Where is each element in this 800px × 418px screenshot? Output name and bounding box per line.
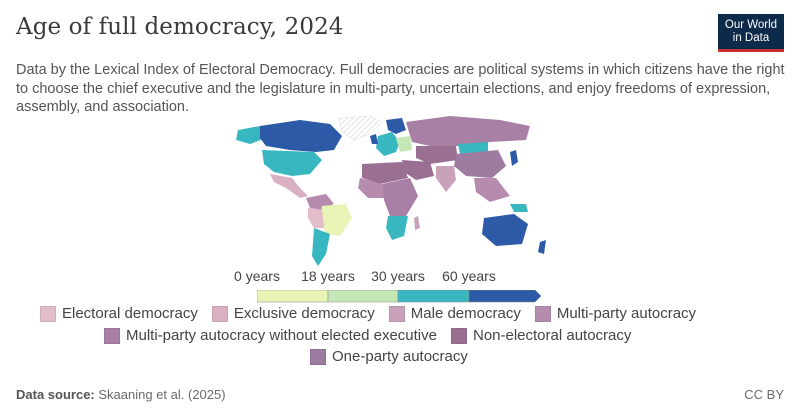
- category-label: One-party autocracy: [332, 348, 468, 365]
- category-label: Multi-party autocracy: [556, 305, 697, 322]
- chart-subtitle: Data by the Lexical Index of Electoral D…: [16, 62, 785, 115]
- category-swatch: [310, 348, 326, 365]
- category-label: Male democracy: [410, 305, 521, 322]
- north-africa-region[interactable]: [362, 162, 408, 184]
- png-region[interactable]: [510, 204, 528, 212]
- legend-tick-2: 30 years: [371, 268, 425, 284]
- category-label: Exclusive democracy: [233, 305, 375, 322]
- madagascar-region[interactable]: [414, 216, 420, 230]
- category-item-multi-party-autocracy[interactable]: Multi-party autocracy: [534, 305, 697, 322]
- category-swatch: [388, 305, 405, 322]
- category-item-exclusive-democracy[interactable]: Exclusive democracy: [211, 305, 375, 322]
- category-item-multi-party-autocracy-no-executive[interactable]: Multi-party autocracy without elected ex…: [104, 327, 437, 344]
- australia-region[interactable]: [482, 214, 528, 246]
- southern-africa-region[interactable]: [386, 216, 408, 240]
- category-row-2: Multi-party autocracy without elected ex…: [104, 327, 645, 344]
- new-zealand-region[interactable]: [538, 240, 546, 254]
- data-source-label: Data source:: [16, 387, 95, 402]
- brazil-region[interactable]: [320, 204, 352, 236]
- central-africa-region[interactable]: [382, 178, 418, 216]
- owid-logo[interactable]: Our World in Data: [718, 14, 784, 52]
- europe-west-region[interactable]: [376, 132, 400, 156]
- argentina-chile-region[interactable]: [312, 228, 330, 266]
- central-asia-region[interactable]: [416, 146, 458, 164]
- legend-bin-1[interactable]: [327, 290, 399, 303]
- middle-east-region[interactable]: [402, 160, 434, 180]
- numeric-legend: 0 years 18 years 30 years 60 years: [200, 268, 600, 308]
- china-region[interactable]: [454, 150, 506, 178]
- uk-region[interactable]: [370, 134, 378, 144]
- mongolia-region[interactable]: [458, 142, 488, 154]
- legend-tick-3: 60 years: [442, 268, 496, 284]
- legend-color-bar: [257, 290, 542, 303]
- scandinavia-region[interactable]: [386, 118, 406, 134]
- license-link[interactable]: CC BY: [744, 387, 784, 402]
- peru-bolivia-region[interactable]: [308, 208, 324, 228]
- usa-region[interactable]: [262, 150, 322, 176]
- category-label: Electoral democracy: [62, 305, 198, 322]
- eastern-europe-region[interactable]: [396, 136, 412, 152]
- category-row-3: One-party autocracy: [310, 348, 482, 365]
- legend-tick-1: 18 years: [301, 268, 355, 284]
- india-region[interactable]: [436, 166, 456, 192]
- category-item-non-electoral-autocracy[interactable]: Non-electoral autocracy: [450, 327, 632, 344]
- southeast-asia-region[interactable]: [474, 178, 510, 202]
- category-swatch: [40, 305, 56, 322]
- category-label: Multi-party autocracy without elected ex…: [126, 327, 437, 344]
- world-map[interactable]: [230, 116, 550, 274]
- category-swatch: [211, 305, 228, 322]
- russia-region[interactable]: [406, 116, 530, 146]
- logo-line-2: in Data: [732, 32, 770, 44]
- mexico-region[interactable]: [270, 174, 308, 198]
- category-item-male-democracy[interactable]: Male democracy: [388, 305, 521, 322]
- legend-bin-2[interactable]: [397, 290, 470, 303]
- category-swatch: [534, 305, 551, 322]
- chart-title: Age of full democracy, 2024: [16, 14, 344, 40]
- category-label: Non-electoral autocracy: [472, 327, 632, 344]
- data-source-link[interactable]: Skaaning et al. (2025): [98, 387, 226, 402]
- canada-region[interactable]: [260, 120, 342, 152]
- legend-bin-0[interactable]: [257, 290, 329, 303]
- japan-region[interactable]: [510, 150, 518, 166]
- legend-bin-3[interactable]: [468, 290, 542, 303]
- category-item-electoral-democracy[interactable]: Electoral democracy: [40, 305, 198, 322]
- west-africa-region[interactable]: [358, 178, 384, 198]
- category-swatch: [450, 327, 467, 344]
- category-swatch: [104, 327, 120, 344]
- alaska-region[interactable]: [236, 126, 266, 144]
- greenland-region[interactable]: [337, 116, 383, 141]
- category-row-1: Electoral democracy Exclusive democracy …: [40, 305, 710, 322]
- category-item-one-party-autocracy[interactable]: One-party autocracy: [310, 348, 468, 365]
- legend-tick-0: 0 years: [234, 268, 280, 284]
- data-source: Data source: Skaaning et al. (2025): [16, 387, 226, 402]
- logo-line-1: Our World: [724, 19, 778, 31]
